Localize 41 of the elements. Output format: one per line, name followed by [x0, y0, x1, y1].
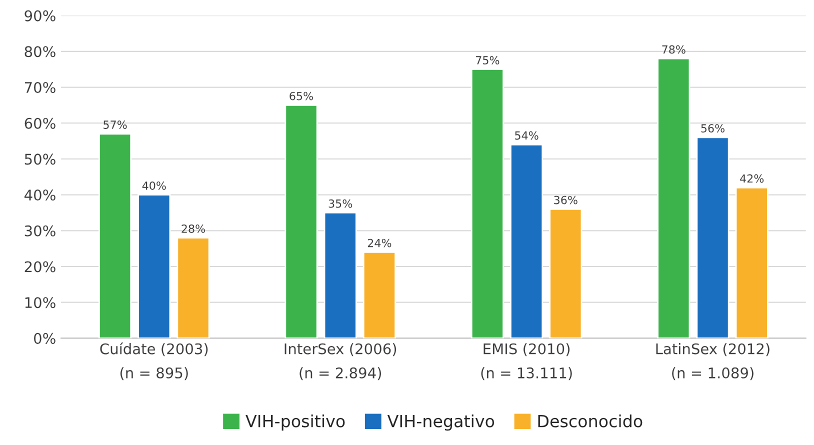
bar: [362, 251, 396, 338]
legend-label: Desconocido: [538, 414, 642, 428]
data-label: 35%: [328, 199, 352, 208]
data-label: 54%: [515, 131, 538, 140]
legend-label: VIH-negativo: [387, 414, 494, 431]
y-tick-label: 70%: [24, 82, 56, 94]
data-label: 75%: [476, 56, 500, 64]
bar: [138, 194, 171, 338]
y-tick-label: 90%: [24, 10, 56, 22]
data-label: 78%: [662, 45, 686, 54]
data-label: 40%: [142, 181, 166, 190]
y-tick-label: 20%: [24, 261, 56, 272]
x-tick-label: EMIS (2010) (n = 13.111): [481, 343, 572, 380]
x-tick-label: InterSex (2006) (n = 2.894): [284, 343, 396, 380]
bar: [470, 68, 504, 338]
bar: [696, 136, 730, 338]
data-label: 24%: [368, 238, 392, 248]
bar: [549, 208, 582, 338]
legend-label: VIH-positivo: [246, 414, 345, 431]
x-tick-label: LatinSex (2012) (n = 1.089): [656, 343, 770, 380]
data-label: 65%: [290, 92, 313, 100]
y-tick-label: 30%: [24, 225, 56, 236]
bar: [284, 104, 318, 338]
bar: [324, 212, 357, 338]
data-label: 57%: [104, 120, 127, 129]
y-tick-label: 0%: [34, 332, 56, 344]
x-tick-label: Cuídate (2003) (n = 895): [100, 342, 208, 380]
data-label: 42%: [740, 174, 764, 183]
data-label: 36%: [554, 196, 578, 204]
data-label: 56%: [701, 124, 724, 133]
y-tick-label: 80%: [24, 46, 56, 58]
bar: [735, 186, 768, 338]
bar: [657, 58, 690, 338]
y-tick-label: 10%: [25, 297, 56, 308]
bar: [176, 237, 210, 338]
y-tick-label: 40%: [24, 190, 56, 201]
data-label: 28%: [182, 224, 205, 233]
y-tick-label: 50%: [24, 154, 56, 165]
bar: [510, 144, 544, 338]
bar: [98, 133, 132, 338]
y-tick-label: 60%: [24, 118, 56, 129]
